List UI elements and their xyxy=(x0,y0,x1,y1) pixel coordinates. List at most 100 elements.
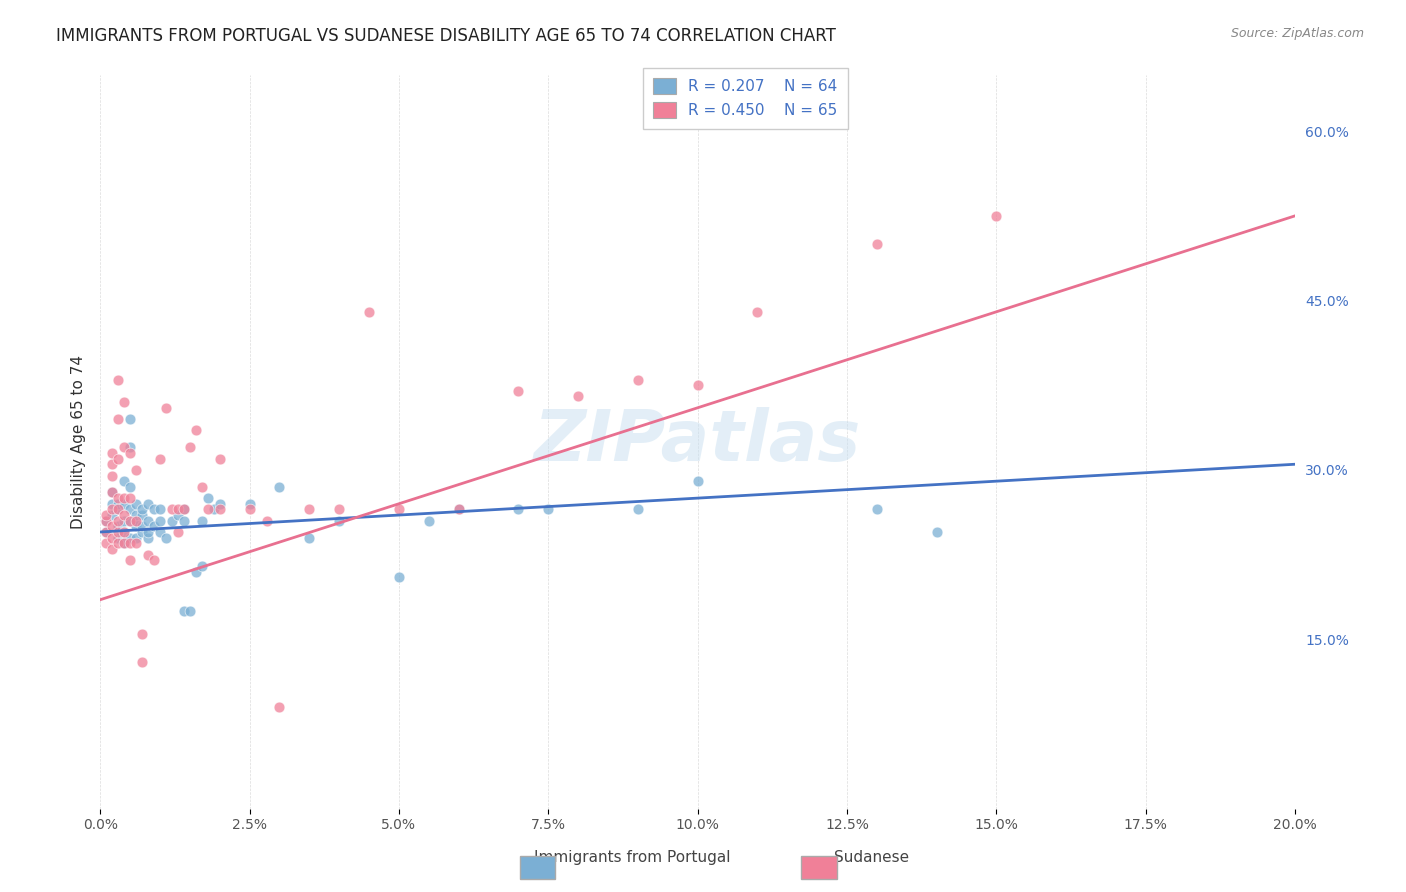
Point xyxy=(155,401,177,415)
Point xyxy=(125,536,148,550)
Point xyxy=(118,440,141,454)
Point xyxy=(418,514,440,528)
Point xyxy=(173,604,195,618)
Point xyxy=(125,463,148,477)
Point xyxy=(112,440,135,454)
Point xyxy=(166,524,188,539)
Point xyxy=(107,451,129,466)
Point xyxy=(256,514,278,528)
Point xyxy=(112,524,135,539)
Point xyxy=(269,700,291,714)
Point xyxy=(925,524,948,539)
Point xyxy=(125,508,148,522)
Point xyxy=(131,524,153,539)
Point xyxy=(125,497,148,511)
Text: Sudanese: Sudanese xyxy=(834,850,910,865)
Point xyxy=(173,502,195,516)
Point xyxy=(118,553,141,567)
Point xyxy=(101,541,124,556)
Point xyxy=(112,524,135,539)
Text: IMMIGRANTS FROM PORTUGAL VS SUDANESE DISABILITY AGE 65 TO 74 CORRELATION CHART: IMMIGRANTS FROM PORTUGAL VS SUDANESE DIS… xyxy=(56,27,837,45)
Point xyxy=(112,536,135,550)
Point xyxy=(149,524,172,539)
Point xyxy=(269,480,291,494)
Point xyxy=(118,446,141,460)
Point xyxy=(149,502,172,516)
Point xyxy=(136,524,159,539)
Point xyxy=(197,502,219,516)
Point xyxy=(508,502,530,516)
Point xyxy=(94,514,117,528)
Point xyxy=(160,502,183,516)
Point xyxy=(101,485,124,500)
Point xyxy=(118,480,141,494)
Point xyxy=(866,237,889,252)
Point xyxy=(686,378,709,392)
Point xyxy=(107,502,129,516)
Point xyxy=(190,480,212,494)
Point xyxy=(94,524,117,539)
Point xyxy=(101,497,124,511)
Point xyxy=(184,423,207,437)
Point xyxy=(94,524,117,539)
Point xyxy=(149,451,172,466)
Point xyxy=(388,570,411,584)
Point xyxy=(131,655,153,669)
Point xyxy=(107,372,129,386)
Point xyxy=(107,524,129,539)
Point xyxy=(118,531,141,545)
Point xyxy=(112,474,135,488)
Point xyxy=(142,553,165,567)
Point xyxy=(112,497,135,511)
Point xyxy=(101,508,124,522)
Point xyxy=(208,497,231,511)
Point xyxy=(112,536,135,550)
Point xyxy=(447,502,470,516)
Point xyxy=(142,502,165,516)
Point xyxy=(160,514,183,528)
Point xyxy=(107,536,129,550)
Text: ZIPatlas: ZIPatlas xyxy=(534,407,862,476)
Point xyxy=(94,514,117,528)
Point xyxy=(107,514,129,528)
Point xyxy=(125,514,148,528)
Point xyxy=(166,508,188,522)
Point xyxy=(149,514,172,528)
Point xyxy=(94,536,117,550)
Point xyxy=(118,514,141,528)
Point xyxy=(298,502,321,516)
Point xyxy=(298,531,321,545)
Point xyxy=(112,491,135,505)
Point xyxy=(101,531,124,545)
Point xyxy=(101,457,124,471)
Point xyxy=(190,514,212,528)
Point xyxy=(136,531,159,545)
Point xyxy=(118,412,141,426)
Point xyxy=(94,508,117,522)
Point xyxy=(173,514,195,528)
Point xyxy=(125,531,148,545)
Point xyxy=(131,626,153,640)
Point xyxy=(118,502,141,516)
Point xyxy=(388,502,411,516)
Point xyxy=(179,440,201,454)
Text: Source: ZipAtlas.com: Source: ZipAtlas.com xyxy=(1230,27,1364,40)
Point xyxy=(136,548,159,562)
Point xyxy=(238,497,260,511)
Point xyxy=(357,305,380,319)
Point xyxy=(107,531,129,545)
Point xyxy=(447,502,470,516)
Point xyxy=(101,502,124,516)
Point xyxy=(142,519,165,533)
Point xyxy=(190,558,212,573)
Point xyxy=(238,502,260,516)
Point xyxy=(208,451,231,466)
Point xyxy=(131,502,153,516)
Point xyxy=(184,565,207,579)
Point xyxy=(627,372,650,386)
Point xyxy=(131,519,153,533)
Point xyxy=(508,384,530,398)
Point xyxy=(627,502,650,516)
Point xyxy=(107,497,129,511)
Point xyxy=(107,502,129,516)
